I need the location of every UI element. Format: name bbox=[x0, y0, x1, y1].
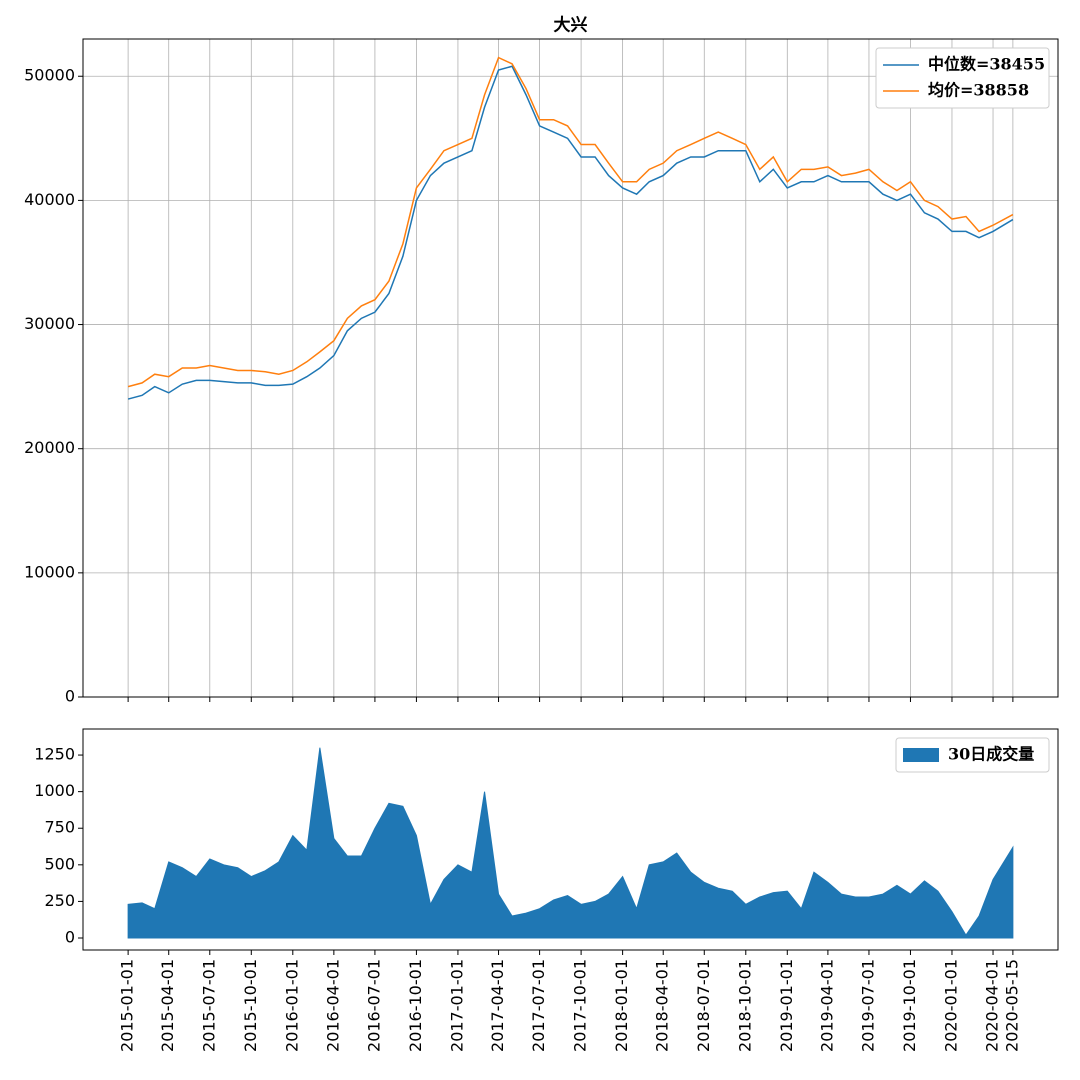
y-tick-label: 20000 bbox=[24, 438, 75, 457]
legend-box bbox=[875, 47, 1050, 109]
x-tick-label: 2016-07-01 bbox=[364, 959, 383, 1052]
x-tick-label: 2020-01-01 bbox=[941, 959, 960, 1052]
legend-label: 30日成交量 bbox=[948, 745, 1034, 764]
x-tick-label: 2015-07-01 bbox=[199, 959, 218, 1052]
line-series bbox=[127, 65, 1014, 400]
x-tick-label: 2019-01-01 bbox=[777, 959, 796, 1052]
x-tick-label: 2018-01-01 bbox=[612, 959, 631, 1052]
legend-swatch bbox=[903, 748, 939, 762]
legend-label: 中位数=38455 bbox=[928, 55, 1045, 74]
y-tick-label: 30000 bbox=[24, 314, 75, 333]
y-tick-label: 750 bbox=[44, 818, 75, 837]
x-tick-label: 2018-04-01 bbox=[653, 959, 672, 1052]
x-tick-label: 2015-10-01 bbox=[241, 959, 260, 1052]
x-tick-label: 2017-01-01 bbox=[447, 959, 466, 1052]
x-tick-label: 2019-07-01 bbox=[858, 959, 877, 1052]
x-tick-label: 2020-05-15 bbox=[1002, 959, 1021, 1052]
chart-title: 大兴 bbox=[554, 15, 588, 36]
area-series bbox=[127, 747, 1014, 939]
x-tick-label: 2018-10-01 bbox=[735, 959, 754, 1052]
y-tick-label: 250 bbox=[44, 891, 75, 910]
y-tick-label: 500 bbox=[44, 854, 75, 873]
x-tick-label: 2017-10-01 bbox=[571, 959, 590, 1052]
x-tick-label: 2017-07-01 bbox=[529, 959, 548, 1052]
x-tick-label: 2015-01-01 bbox=[118, 959, 137, 1052]
y-tick-label: 1000 bbox=[34, 781, 75, 800]
x-tick-label: 2018-07-01 bbox=[694, 959, 713, 1052]
x-tick-label: 2016-10-01 bbox=[406, 959, 425, 1052]
x-tick-label: 2016-04-01 bbox=[323, 959, 342, 1052]
legend-label: 均价=38858 bbox=[928, 81, 1029, 100]
axes-frame bbox=[82, 728, 1059, 951]
legend-box bbox=[895, 737, 1050, 773]
y-tick-label: 0 bbox=[65, 927, 75, 946]
line-series bbox=[127, 56, 1014, 388]
x-tick-label: 2016-01-01 bbox=[282, 959, 301, 1052]
x-tick-label: 2019-04-01 bbox=[817, 959, 836, 1052]
axes-frame bbox=[82, 38, 1059, 698]
y-tick-label: 10000 bbox=[24, 562, 75, 581]
y-tick-label: 1250 bbox=[34, 745, 75, 764]
x-tick-label: 2019-10-01 bbox=[900, 959, 919, 1052]
y-tick-label: 50000 bbox=[24, 66, 75, 85]
y-tick-label: 40000 bbox=[24, 190, 75, 209]
x-tick-label: 2017-04-01 bbox=[488, 959, 507, 1052]
x-tick-label: 2015-04-01 bbox=[158, 959, 177, 1052]
y-tick-label: 0 bbox=[65, 687, 75, 706]
x-tick-label: 2020-04-01 bbox=[983, 959, 1002, 1052]
